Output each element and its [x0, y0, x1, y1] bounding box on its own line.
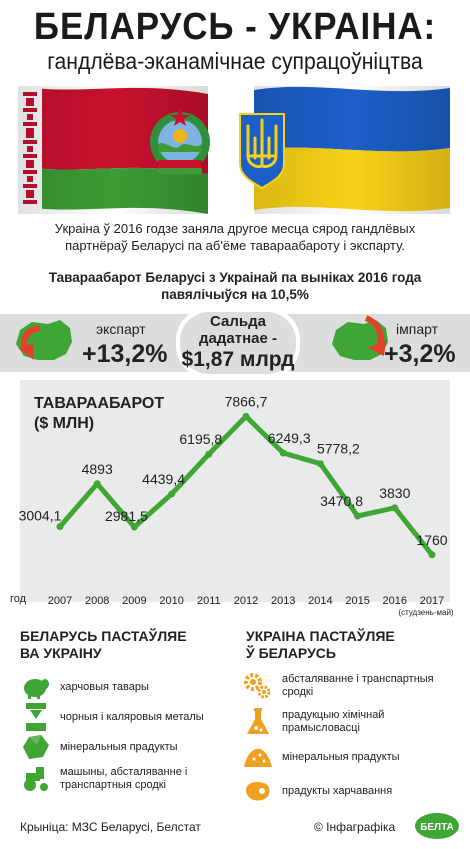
flags-illustration: [18, 86, 450, 214]
belarus-exports-title: БЕЛАРУСЬ ПАСТАЎЛЯЕ ВА УКРАІНУ: [20, 628, 187, 662]
mineral-heap-icon: [244, 743, 272, 771]
belta-logo-text: БЕЛТА: [420, 822, 454, 833]
page-subtitle: гандлёва-эканамічнае супрацоўніцтва: [47, 48, 423, 74]
turnover-heading-line-1: Тавараабарот Беларусі з Украінай па выні…: [48, 270, 422, 285]
list-item: машыны, абсталяванне і транспартныя срод…: [22, 762, 242, 796]
kpi-band: экспарт +13,2% Сальда дадатнае - $1,87 м…: [0, 308, 470, 378]
balance-label-2: дадатнае -: [199, 330, 277, 347]
balance-value: $1,87 млрд: [182, 348, 295, 371]
intro-text: Украіна ў 2016 годзе заняла другое месца…: [20, 220, 450, 254]
list-item-label-line-2: прамысловасці: [282, 722, 360, 734]
belarus-exports-title-line-1: БЕЛАРУСЬ ПАСТАЎЛЯЕ: [20, 628, 187, 644]
list-item: харчовыя тавары: [22, 672, 242, 702]
ukraine-flag: [254, 86, 450, 214]
list-item-label-line-2: транспартныя сродкі: [60, 779, 166, 791]
turnover-heading: Тавараабарот Беларусі з Украінай па выні…: [10, 269, 460, 303]
list-item-label: мінеральныя прадукты: [282, 750, 400, 763]
list-item: чорныя і каляровыя металы: [22, 702, 242, 732]
list-item-label: абсталяванне і транспартныя сродкі: [282, 673, 434, 699]
belta-logo: БЕЛТА: [415, 813, 459, 839]
import-value: +3,2%: [384, 340, 456, 368]
mineral-icon: [22, 733, 50, 761]
import-label: імпарт: [396, 321, 439, 337]
poultry-icon: [22, 673, 50, 701]
meat-icon: [244, 777, 272, 805]
list-item-label: прадукцыю хімічнай прамысловасці: [282, 709, 384, 735]
gears-icon: [244, 672, 272, 700]
list-item-label-line-2: сродкі: [282, 686, 314, 698]
list-item: мінеральныя прадукты: [244, 740, 460, 774]
list-item-label-line-1: прадукцыю хімічнай: [282, 709, 385, 721]
list-item-label: чорныя і каляровыя металы: [60, 710, 204, 723]
x-tick-sublabel: (студзень-май): [398, 608, 454, 617]
belarus-exports-title-line-2: ВА УКРАІНУ: [20, 645, 102, 661]
list-item: прадукты харчавання: [244, 774, 460, 808]
list-item: абсталяванне і транспартныя сродкі: [244, 668, 460, 704]
list-item: мінеральныя прадукты: [22, 732, 242, 762]
list-item-label: машыны, абсталяванне і транспартныя срод…: [60, 766, 187, 792]
metal-press-icon: [22, 703, 50, 731]
ukraine-exports-title-line-1: УКРАІНА ПАСТАЎЛЯЕ: [246, 628, 395, 644]
ukraine-exports-title: УКРАІНА ПАСТАЎЛЯЕ Ў БЕЛАРУСЬ: [246, 628, 395, 662]
chart-title-line-1: ТАВАРААБАРОТ: [34, 395, 165, 412]
intro-line-2: партнёраў Беларусі па аб'ёме тавараабаро…: [65, 238, 405, 253]
list-item: прадукцыю хімічнай прамысловасці: [244, 704, 460, 740]
source-text: Крыніца: МЗС Беларусі, Белстат: [20, 820, 201, 834]
list-item-label: харчовыя тавары: [60, 680, 149, 693]
balance-label-1: Сальда: [210, 313, 267, 330]
credit-text: © Інфаграфіка: [314, 820, 396, 834]
list-item-label-line-1: абсталяванне і транспартныя: [282, 673, 434, 685]
export-label: экспарт: [96, 321, 146, 337]
ukraine-exports-list: абсталяванне і транспартныя сродкі праду…: [244, 668, 460, 808]
list-item-label: прадукты харчавання: [282, 784, 393, 797]
intro-line-1: Украіна ў 2016 годзе заняла другое месца…: [54, 221, 416, 236]
belarus-emblem: [150, 108, 210, 174]
export-map-icon: [16, 320, 72, 360]
belarus-exports-list: харчовыя тавары чорныя і каляровыя метал…: [22, 672, 242, 796]
turnover-heading-line-2: павялічыўся на 10,5%: [161, 287, 309, 302]
ukraine-coat-of-arms: [239, 113, 285, 190]
list-item-label-line-1: машыны, абсталяванне і: [60, 766, 188, 778]
export-value: +13,2%: [82, 340, 168, 368]
tractor-icon: [22, 765, 50, 793]
ukraine-exports-title-line-2: Ў БЕЛАРУСЬ: [246, 645, 336, 661]
list-item-label: мінеральныя прадукты: [60, 740, 178, 753]
chart-title: ТАВАРААБАРОТ ($ МЛН): [34, 394, 164, 434]
chart-title-line-2: ($ МЛН): [34, 415, 95, 432]
flask-icon: [244, 708, 272, 736]
import-map-icon: [332, 315, 388, 360]
page-title: БЕЛАРУСЬ - УКРАІНА:: [33, 6, 437, 48]
